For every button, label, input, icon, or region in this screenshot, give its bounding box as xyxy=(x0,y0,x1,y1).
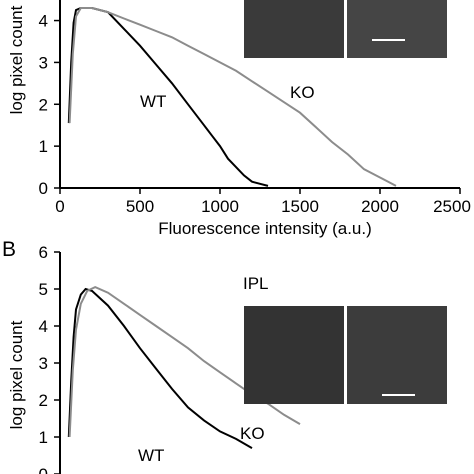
panel-a-y-tick-label: 4 xyxy=(39,12,48,31)
panel-a-series xyxy=(67,7,397,187)
panel-a-x-tick-label: 2500 xyxy=(433,197,471,216)
panel-b-inset-right-image xyxy=(347,306,447,404)
panel-b-y-tick-label: 4 xyxy=(39,317,48,336)
panel-a-wt-line xyxy=(67,7,269,187)
panel-a-y-tick-label: 3 xyxy=(39,53,48,72)
panel-b-y-tick-label: 0 xyxy=(39,465,48,474)
panel-a-ko-label: KO xyxy=(290,83,315,102)
panel-b-letter: B xyxy=(2,238,16,261)
panel-b-y-tick-label: 2 xyxy=(39,391,48,410)
panel-a-x-tick-label: 2000 xyxy=(361,197,399,216)
panel-a-x-tick-label: 500 xyxy=(126,197,154,216)
panel-a-y-tick-label: 2 xyxy=(39,95,48,114)
panel-b-wt-label: WT xyxy=(138,446,164,465)
panel-b-y-ticks: 0 1 2 3 4 5 6 xyxy=(39,243,60,474)
panel-b-chart: B log pixel count 0 1 2 3 4 5 6 IPL WT KO xyxy=(2,238,447,474)
panel-a-wt-label: WT xyxy=(140,92,166,111)
panel-a-inset xyxy=(244,0,447,58)
panel-b-inset-left-image xyxy=(244,306,344,404)
panel-a-y-tick-label: 0 xyxy=(39,179,48,198)
panel-b-ko-label: KO xyxy=(240,424,265,443)
panel-b-y-tick-label: 6 xyxy=(39,243,48,262)
panel-b-y-tick-label: 3 xyxy=(39,354,48,373)
panel-a-chart: log pixel count 0 1 2 3 4 0 500 1000 1500 2000 25… xyxy=(7,0,471,238)
panel-b-region-label: IPL xyxy=(243,274,269,293)
panel-b-y-tick-label: 1 xyxy=(39,428,48,447)
panel-b-y-axis-title: log pixel count xyxy=(7,320,26,429)
panel-a-inset-left-image xyxy=(244,0,344,58)
panel-a-x-tick-label: 1500 xyxy=(281,197,319,216)
panel-a-y-axis-title: log pixel count xyxy=(7,5,26,114)
panel-a-ko-line xyxy=(68,7,397,187)
panel-a-x-tick-label: 0 xyxy=(55,197,64,216)
panel-a-x-axis-title: Fluorescence intensity (a.u.) xyxy=(158,219,372,238)
panel-a-inset-right-image xyxy=(347,0,447,58)
panel-b-inset xyxy=(244,306,447,404)
panel-a-x-ticks: 0 500 1000 1500 2000 2500 xyxy=(55,188,471,216)
panel-a-x-tick-label: 1000 xyxy=(201,197,239,216)
panel-b-y-tick-label: 5 xyxy=(39,280,48,299)
panel-b-wt-line xyxy=(67,287,253,449)
panel-a-y-tick-label: 1 xyxy=(39,137,48,156)
panel-a-y-ticks: 0 1 2 3 4 xyxy=(39,12,60,198)
